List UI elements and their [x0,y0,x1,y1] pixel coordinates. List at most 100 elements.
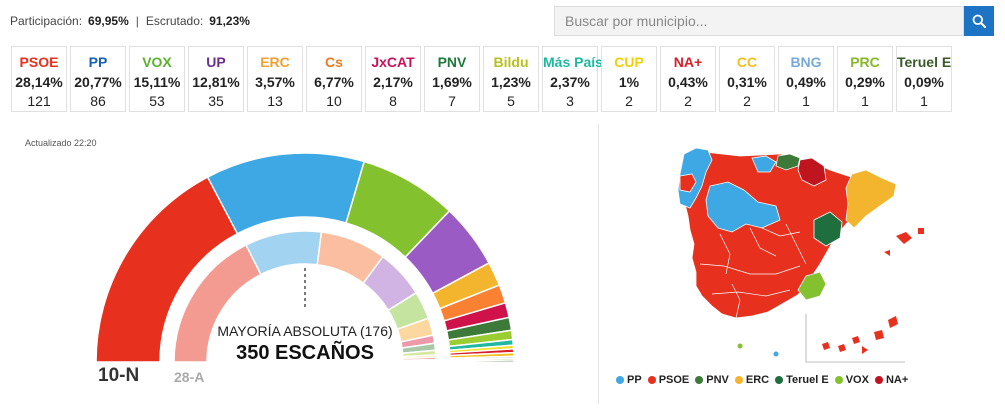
party-name: PSOE [19,54,59,70]
panel-divider [598,124,599,404]
party-name: Más País [543,54,603,70]
party-percentage: 1% [618,74,640,90]
party-seats: 5 [507,93,515,109]
legend-dot [695,376,704,384]
party-seats: 86 [90,93,106,109]
map-region-baleares[interactable] [896,232,912,244]
legend-label: Teruel E [786,374,829,386]
legend-label: ERC [745,374,770,386]
outer-ring-10n [95,152,515,363]
party-seats: 3 [566,93,574,109]
map-region-teruel[interactable] [813,211,843,247]
party-name: Teruel E [897,54,952,70]
party-percentage: 12,81% [192,74,240,90]
party-name: BNG [790,54,822,70]
party-card-na-[interactable]: NA+ 0,43% 2 [660,46,716,112]
party-card-cc[interactable]: CC 0,31% 2 [719,46,775,112]
legend-dot [734,376,743,384]
map-region-baleares-3[interactable] [884,250,890,256]
map-region-pp-galicia[interactable] [677,147,713,209]
map-region-pp-north[interactable] [751,155,777,173]
party-results-strip: PSOE 28,14% 121 PP 20,77% 86 VOX 15,11% 53 UP 12,8… [11,46,995,114]
party-card-bildu[interactable]: Bildu 1,23% 5 [483,46,539,112]
party-percentage: 0,09% [904,74,944,90]
party-name: PP [88,54,108,70]
party-card-cs[interactable]: Cs 6,77% 10 [306,46,362,112]
legend-dot [647,376,656,384]
participation-value: 69,95% [88,14,129,28]
legend-dot [874,376,883,384]
inner-ring-label: 28-A [174,369,205,385]
map-region-canarias[interactable] [822,316,898,354]
party-name: VOX [142,54,172,70]
outer-seg-pp[interactable] [206,152,366,235]
party-name: UP [206,54,226,70]
party-name: Cs [325,54,343,70]
map-region-baleares-2[interactable] [918,228,924,234]
party-card-pp[interactable]: PP 20,77% 86 [70,46,126,112]
province-borders [699,223,807,319]
party-seats: 7 [448,93,456,109]
party-card-erc[interactable]: ERC 3,57% 13 [247,46,303,112]
map-region-erc[interactable] [845,169,897,229]
party-card-cup[interactable]: CUP 1% 2 [601,46,657,112]
legend-label: NA+ [885,374,909,386]
map-region-na[interactable] [797,157,827,187]
party-percentage: 2,17% [373,74,413,90]
party-card-pnv[interactable]: PNV 1,69% 7 [424,46,480,112]
party-percentage: 0,31% [727,74,767,90]
legend-item-erc: ERC [734,374,770,386]
party-card-vox[interactable]: VOX 15,11% 53 [129,46,185,112]
map-region-psoe-galicia[interactable] [679,173,697,193]
party-card-teruel-e[interactable]: Teruel E 0,09% 1 [896,46,952,112]
search-input[interactable] [554,6,964,36]
party-percentage: 3,57% [255,74,295,90]
party-card-jxcat[interactable]: JxCAT 2,17% 8 [365,46,421,112]
map-legend: PP PSOE PNV ERC Teruel E VOX NA+ [616,374,914,387]
legend-item-vox: VOX [834,374,869,386]
legend-item-pp: PP [616,374,642,386]
map-region-melilla[interactable] [773,351,779,357]
map-region-pnv[interactable] [775,153,801,171]
party-percentage: 0,43% [668,74,708,90]
party-seats: 1 [861,93,869,109]
legend-item-pnv: PNV [695,374,729,386]
hemicycle-chart [95,152,515,363]
party-name: NA+ [673,54,703,70]
party-percentage: 0,29% [845,74,885,90]
inner-seg-pp[interactable] [245,230,323,276]
party-card-m-s-pa-s[interactable]: Más País 2,37% 3 [542,46,603,112]
party-percentage: 2,37% [550,74,590,90]
total-seats-label: 350 ESCAÑOS [236,342,374,364]
spain-results-map[interactable] [600,124,1005,369]
party-seats: 121 [27,93,51,109]
party-name: Bildu [493,54,529,70]
search-button[interactable] [964,6,994,36]
outer-seg-teruel-e[interactable] [449,359,515,363]
map-region-vox[interactable] [797,271,827,301]
party-name: CUP [614,54,644,70]
search-icon [972,14,986,28]
map-region-ceuta[interactable] [737,343,743,349]
legend-item-teruel-e: Teruel E [775,374,829,386]
party-card-prc[interactable]: PRC 0,29% 1 [837,46,893,112]
party-percentage: 1,69% [432,74,472,90]
party-percentage: 20,77% [74,74,122,90]
party-card-bng[interactable]: BNG 0,49% 1 [778,46,834,112]
stats-line: Participación: 69,95% | Escrutado: 91,23% [10,14,250,28]
party-card-psoe[interactable]: PSOE 28,14% 121 [11,46,67,112]
legend-item-psoe: PSOE [647,374,689,386]
party-card-up[interactable]: UP 12,81% 35 [188,46,244,112]
party-name: JxCAT [371,54,415,70]
legend-label: VOX [845,374,869,386]
party-seats: 10 [326,93,342,109]
inner-ring-28a [173,230,437,363]
majority-label: MAYORÍA ABSOLUTA (176) [217,323,393,339]
party-percentage: 28,14% [15,74,63,90]
inner-seg-comprom-s[interactable] [402,360,437,363]
party-seats: 2 [684,93,692,109]
legend-label: PP [627,374,642,386]
party-seats: 2 [625,93,633,109]
party-name: PRC [850,54,880,70]
legend-dot [775,376,784,384]
